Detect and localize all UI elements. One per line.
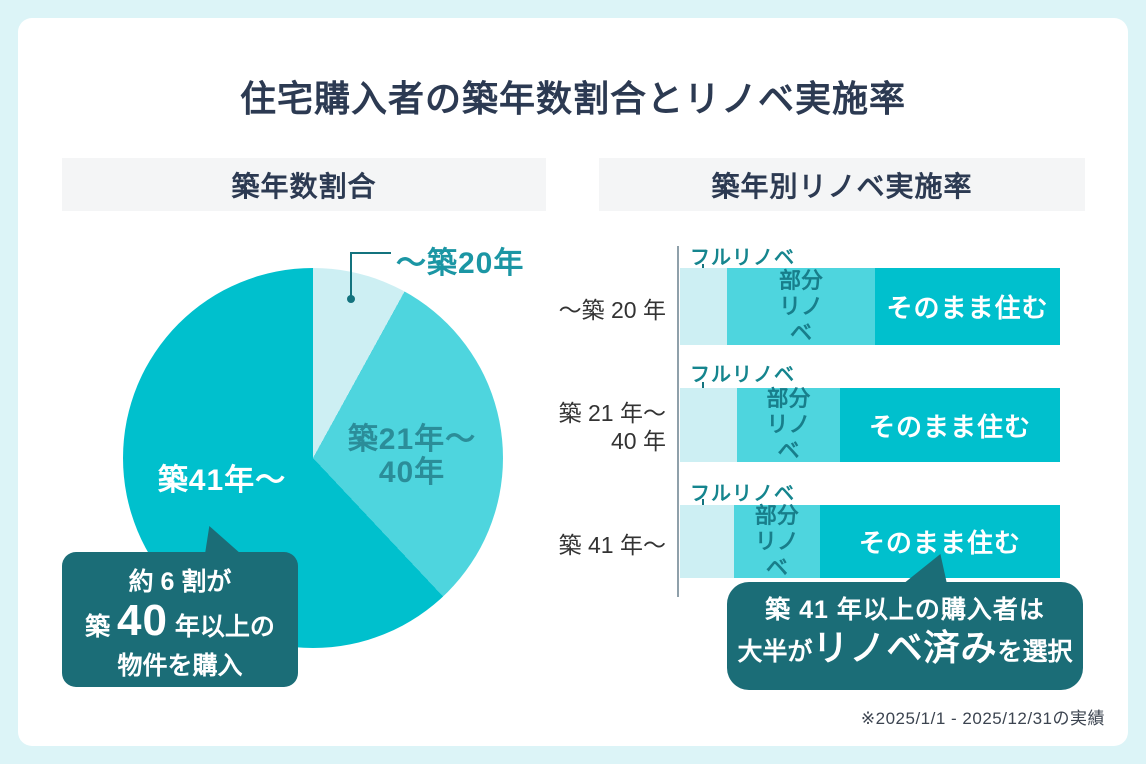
pie-callout-line xyxy=(350,252,352,296)
bubble-text: 大半がリノベ済みを選択 xyxy=(737,627,1073,668)
page-title: 住宅購入者の築年数割合とリノベ実施率 xyxy=(239,78,906,119)
bar-segment-full-renovation xyxy=(680,505,734,578)
row-label-21to40: 築 21 年～ 40 年 xyxy=(558,400,666,454)
bar-segment-full-renovation xyxy=(680,268,728,345)
bar-segment-live-as-is: そのまま住む xyxy=(874,268,1060,345)
highlight-number: 40 xyxy=(117,596,168,645)
bar-row-under20: 部分リノベ そのまま住む xyxy=(680,268,1060,345)
bar-segment-partial-renovation: 部分リノベ xyxy=(737,386,840,463)
footnote: ※2025/1/1 - 2025/12/31の実績 xyxy=(860,709,1105,728)
bar-segment-partial-renovation: 部分リノベ xyxy=(733,503,820,580)
highlight-text: リノベ済み xyxy=(812,627,998,668)
bar-segment-live-as-is: そのまま住む xyxy=(839,388,1060,462)
pie-annotation-bubble: 約 6 割が 築 40 年以上の 物件を購入 xyxy=(62,552,298,687)
bar-annotation-bubble: 築 41 年以上の購入者は 大半がリノベ済みを選択 xyxy=(727,582,1083,690)
pie-label-over41: 築41年～ xyxy=(157,464,287,497)
full-renovation-label: フルリノベ xyxy=(690,247,795,269)
pie-label-21to40: 築21年～ 40年 xyxy=(347,423,477,489)
pie-section-header: 築年数割合 xyxy=(62,158,546,211)
bar-section-header: 築年別リノベ実施率 xyxy=(599,158,1085,211)
bar-segment-live-as-is: そのまま住む xyxy=(819,505,1060,578)
bar-row-over41: 部分リノベ そのまま住む xyxy=(680,503,1060,580)
bubble-text: 物件を購入 xyxy=(117,652,243,680)
bubble-text: 築 41 年以上の購入者は xyxy=(765,596,1045,624)
full-renovation-label: フルリノベ xyxy=(690,364,795,386)
full-renovation-label: フルリノベ xyxy=(690,483,795,505)
bar-segment-partial-renovation: 部分リノベ xyxy=(727,268,875,345)
bar-segment-full-renovation xyxy=(680,388,737,462)
pie-callout-dot xyxy=(347,295,355,303)
bubble-text: 約 6 割が xyxy=(128,568,232,596)
bar-row-21to40: 部分リノベ そのまま住む xyxy=(680,386,1060,463)
pie-label-under20: ～築20年 xyxy=(396,247,525,280)
row-label-over41: 築 41 年～ xyxy=(558,532,666,558)
pie-callout-line xyxy=(351,252,391,254)
bubble-text: 築 40 年以上の xyxy=(85,596,275,645)
row-label-under20: ～築 20 年 xyxy=(558,297,666,323)
bar-axis-line xyxy=(677,246,679,597)
